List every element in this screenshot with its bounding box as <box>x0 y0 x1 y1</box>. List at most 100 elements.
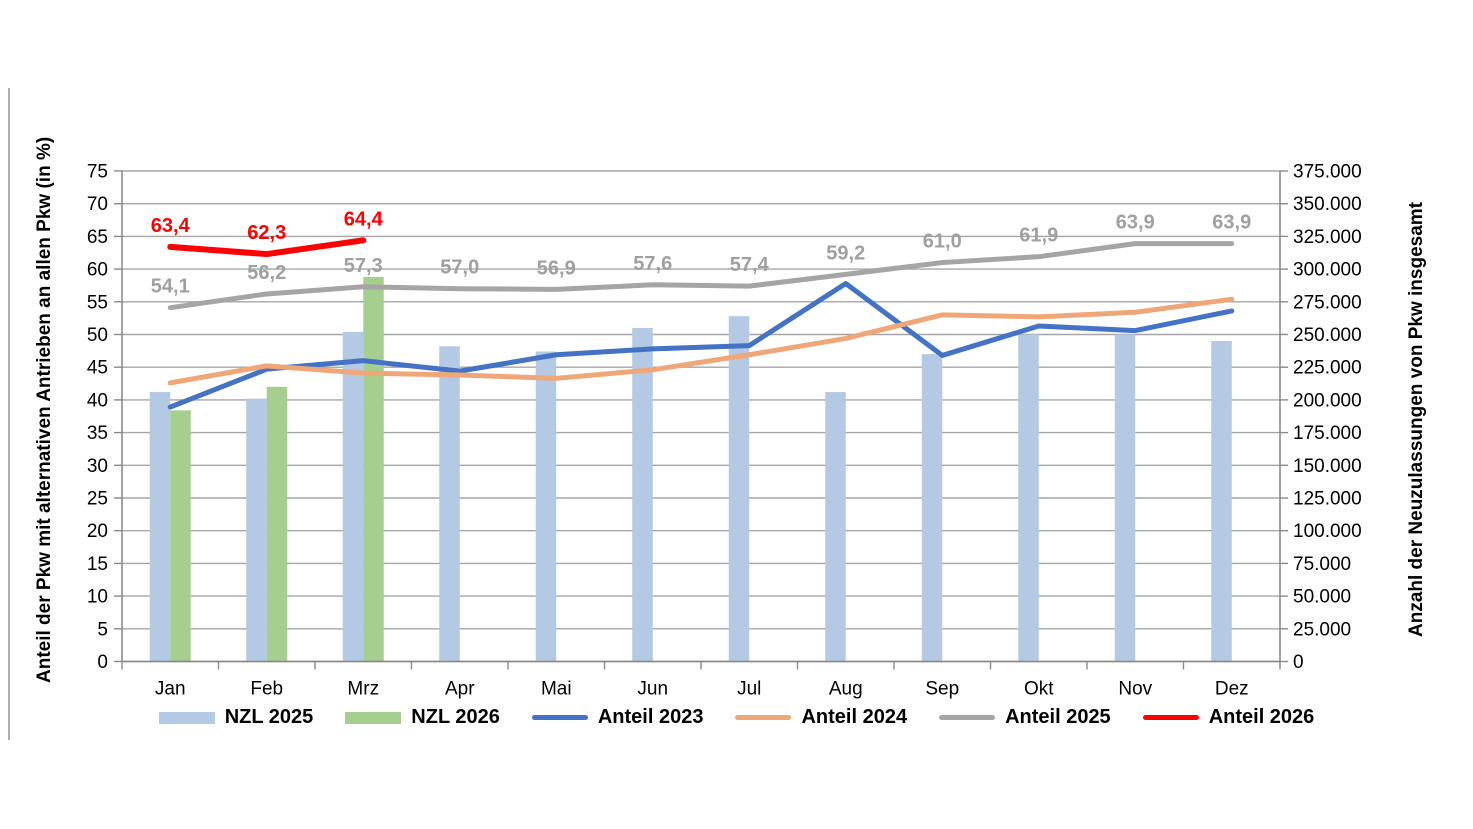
left-axis-tick-label: 50 <box>87 325 108 346</box>
legend-label: Anteil 2025 <box>1005 706 1111 728</box>
left-axis-tick-label: 65 <box>87 227 108 248</box>
data-label-anteil-2025: 61,0 <box>923 231 962 253</box>
bar-nzl-2025 <box>728 316 750 662</box>
legend-item-nzl-2025: NZL 2025 <box>158 706 314 729</box>
right-axis-tick-label: 250.000 <box>1293 325 1362 346</box>
bar-nzl-2025 <box>1211 341 1232 662</box>
x-axis-label-jul: Jul <box>737 679 761 700</box>
right-axis-tick-label: 350.000 <box>1293 194 1362 215</box>
right-axis-tick-label: 50.000 <box>1293 587 1351 608</box>
bar-nzl-2025 <box>825 392 846 662</box>
data-label-anteil-2026: 63,4 <box>151 215 191 237</box>
legend-label: NZL 2026 <box>411 706 500 728</box>
x-axis-label-jan: Jan <box>155 679 186 700</box>
data-label-anteil-2025: 57,0 <box>440 257 479 279</box>
left-axis-tick-label: 55 <box>87 292 108 313</box>
legend-item-nzl-2026: NZL 2026 <box>345 706 500 729</box>
legend-line-swatch-anteil-2024 <box>735 715 792 720</box>
data-label-anteil-2025: 63,9 <box>1212 212 1251 234</box>
data-label-anteil-2025: 57,3 <box>344 255 383 277</box>
x-axis-label-okt: Okt <box>1024 679 1054 700</box>
line-anteil-2023 <box>167 280 1235 410</box>
legend-item-anteil-2026: Anteil 2026 <box>1142 706 1315 729</box>
left-axis-tick-label: 75 <box>87 162 108 183</box>
right-axis-tick-label: 225.000 <box>1293 358 1362 379</box>
legend-line-swatch-anteil-2026 <box>1142 715 1199 720</box>
bar-nzl-2025 <box>149 392 171 662</box>
data-label-anteil-2025: 57,4 <box>730 254 770 276</box>
x-axis-label-feb: Feb <box>250 679 283 700</box>
page-edge-rule <box>8 88 10 740</box>
x-axis-label-aug: Aug <box>829 679 863 700</box>
left-axis-tick-label: 45 <box>87 358 108 379</box>
legend-bar-swatch-nzl-2026 <box>345 711 402 724</box>
bar-nzl-2025 <box>439 346 460 662</box>
left-axis-tick-label: 15 <box>87 554 108 575</box>
right-axis-tick-label: 150.000 <box>1293 456 1362 477</box>
bar-nzl-2025 <box>246 398 267 662</box>
data-label-anteil-2025: 54,1 <box>151 276 190 298</box>
right-axis-tick-label: 125.000 <box>1293 489 1362 510</box>
legend-item-anteil-2023: Anteil 2023 <box>531 706 704 729</box>
legend-line-swatch-anteil-2023 <box>531 715 588 720</box>
x-axis-label-jun: Jun <box>637 679 668 700</box>
bar-nzl-2025 <box>921 354 943 662</box>
legend-label: Anteil 2024 <box>801 706 908 728</box>
data-label-anteil-2025: 59,2 <box>826 242 865 264</box>
bar-nzl-2025 <box>1114 334 1136 662</box>
right-axis-tick-label: 0 <box>1293 652 1304 673</box>
bar-nzl-2025 <box>535 351 557 662</box>
x-axis-label-mai: Mai <box>541 679 572 700</box>
left-axis-tick-label: 20 <box>87 521 108 542</box>
left-axis-tick-label: 60 <box>87 260 108 281</box>
right-axis-tick-label: 200.000 <box>1293 390 1362 411</box>
x-axis-label-nov: Nov <box>1118 679 1152 700</box>
bar-nzl-2025 <box>1018 334 1039 662</box>
line-anteil-2025 <box>167 241 1235 311</box>
right-axis-tick-label: 100.000 <box>1293 521 1362 542</box>
bar-nzl-2026 <box>266 386 288 662</box>
legend-label: Anteil 2026 <box>1208 706 1315 728</box>
left-axis-tick-label: 10 <box>87 587 108 608</box>
data-label-anteil-2026: 62,3 <box>247 222 286 244</box>
right-axis-tick-label: 375.000 <box>1293 162 1362 183</box>
left-axis-tick-label: 35 <box>87 423 108 444</box>
data-label-anteil-2025: 63,9 <box>1116 212 1155 234</box>
data-label-anteil-2025: 56,9 <box>537 257 576 279</box>
right-axis-tick-label: 275.000 <box>1293 292 1362 313</box>
right-axis-tick-label: 25.000 <box>1293 619 1351 640</box>
data-label-anteil-2025: 57,6 <box>633 253 672 275</box>
data-label-anteil-2026: 64,4 <box>344 208 384 230</box>
x-axis-label-dez: Dez <box>1215 679 1249 700</box>
left-axis-tick-label: 30 <box>87 456 108 477</box>
bar-nzl-2025 <box>342 331 364 662</box>
x-axis-label-mrz: Mrz <box>347 679 379 700</box>
right-axis-tick-label: 175.000 <box>1293 423 1362 444</box>
legend-bar-swatch-nzl-2025 <box>158 711 215 724</box>
left-axis-tick-label: 70 <box>87 194 108 215</box>
legend-item-anteil-2024: Anteil 2024 <box>735 706 907 729</box>
left-axis-tick-label: 5 <box>97 619 108 640</box>
line-anteil-2024 <box>167 296 1235 386</box>
legend-line-swatch-anteil-2025 <box>939 715 996 720</box>
bar-nzl-2025 <box>632 327 653 662</box>
bar-nzl-2026 <box>170 410 191 662</box>
right-axis-tick-label: 300.000 <box>1293 260 1362 281</box>
x-axis-label-apr: Apr <box>445 679 475 700</box>
bar-nzl-2026 <box>363 276 384 662</box>
legend-item-anteil-2025: Anteil 2025 <box>939 706 1111 729</box>
right-axis-tick-label: 75.000 <box>1293 554 1351 575</box>
left-axis-tick-label: 25 <box>87 489 108 510</box>
left-axis-tick-label: 0 <box>97 652 108 673</box>
line-anteil-2026 <box>167 237 367 258</box>
x-axis-label-sep: Sep <box>925 679 959 700</box>
left-axis-tick-label: 40 <box>87 390 108 411</box>
right-axis-tick-label: 325.000 <box>1293 227 1362 248</box>
chart-plot: 54,1 56,2 57,3 57,0 56,9 57,6 57,4 59,2 61,0 61,9… <box>87 162 1362 700</box>
data-label-anteil-2025: 56,2 <box>247 262 286 284</box>
legend-label: Anteil 2023 <box>597 706 704 728</box>
legend-label: NZL 2025 <box>224 706 314 728</box>
chart-legend: NZL 2025 NZL 2026 Anteil 2023 Anteil 2024 An… <box>0 706 1473 729</box>
data-label-anteil-2025: 61,9 <box>1019 225 1058 247</box>
